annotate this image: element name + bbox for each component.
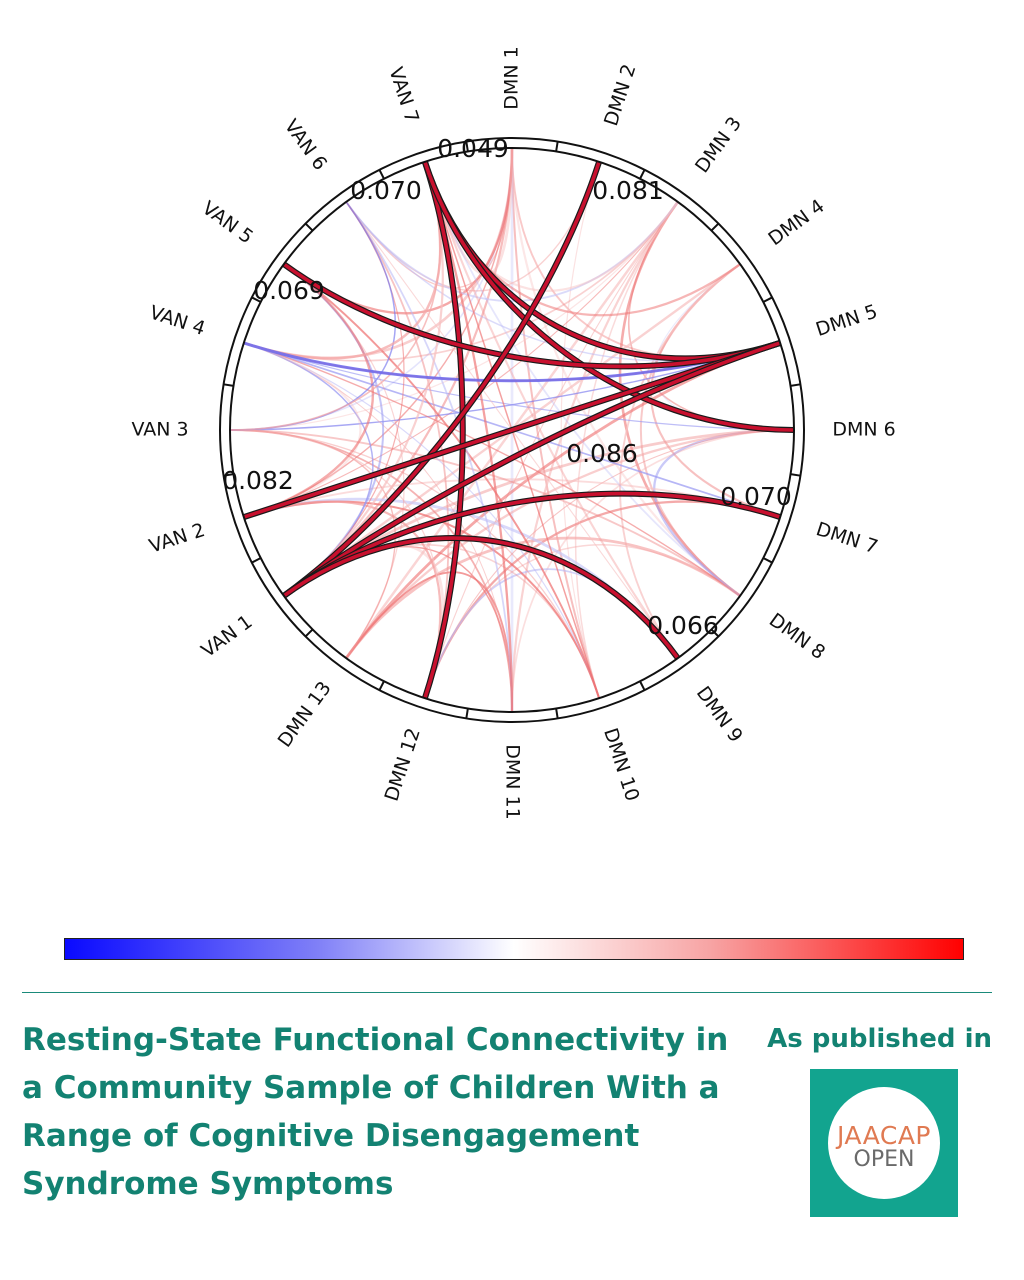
node-label-dmn-4: DMN 4 (764, 195, 828, 250)
node-label-dmn-1: DMN 1 (501, 46, 523, 109)
jaacap-open-logo: JAACAP OPEN (810, 1069, 958, 1217)
ring-tick (378, 680, 385, 691)
node-label-dmn-12: DMN 12 (381, 725, 425, 804)
background-edge (243, 342, 741, 597)
ring-tick (223, 473, 234, 477)
background-edge (283, 263, 601, 699)
article-title: Resting-State Functional Connectivity in… (22, 1022, 729, 1202)
node-label-dmn-2: DMN 2 (600, 62, 641, 129)
background-edge (511, 147, 601, 699)
background-edges (229, 147, 795, 713)
published-in-label: As published in (767, 1024, 992, 1054)
logo-circle: JAACAP OPEN (828, 1087, 940, 1199)
node-label-dmn-5: DMN 5 (813, 300, 880, 341)
ring-tick (304, 628, 314, 638)
node-label-dmn-3: DMN 3 (691, 113, 746, 177)
ring-tick (378, 169, 385, 180)
background-edge (283, 263, 781, 368)
ring-tick (465, 141, 469, 152)
ring-tick (790, 473, 801, 477)
background-edge (243, 342, 795, 431)
node-label-van-1: VAN 1 (197, 611, 256, 662)
ring-tick (762, 557, 773, 564)
background-edge (229, 429, 396, 659)
logo-text-bottom: OPEN (853, 1147, 915, 1172)
highlighted-edge-van-1-dmn-5 (282, 341, 781, 598)
node-label-van-2: VAN 2 (147, 519, 208, 558)
value-annotation: 0.086 (566, 439, 638, 468)
ring-tick (304, 222, 314, 232)
ring-tick (639, 169, 646, 180)
node-label-van-4: VAN 4 (147, 301, 208, 340)
background-edge (423, 161, 679, 659)
ring-tick (251, 296, 262, 303)
value-annotation: 0.066 (647, 611, 719, 640)
background-edge (229, 429, 741, 597)
value-annotations: 0.049 0.070 0.081 0.069 0.082 0.086 0.070 0.066 (222, 134, 792, 640)
value-annotation: 0.082 (222, 466, 294, 495)
node-ring (219, 137, 805, 723)
background-edge (345, 571, 513, 713)
node-label-dmn-6: DMN 6 (832, 419, 895, 441)
node-label-van-7: VAN 7 (384, 65, 423, 126)
node-label-dmn-7: DMN 7 (813, 518, 880, 559)
background-edge (345, 536, 741, 659)
logo-text-top: JAACAP (836, 1121, 932, 1150)
background-edge (283, 543, 445, 699)
background-edge (243, 263, 374, 519)
background-edge (511, 429, 795, 713)
ring-tick (710, 222, 720, 232)
node-label-van-6: VAN 6 (280, 115, 331, 174)
connectivity-chord-diagram: DMN 1 DMN 2 DMN 3 DMN 4 DMN 5 DMN 6 DMN 7 DMN 8… (131, 46, 895, 819)
node-label-dmn-9: DMN 9 (692, 682, 747, 746)
highlighted-edges (242, 160, 795, 700)
ring-tick (710, 628, 720, 638)
node-label-dmn-8: DMN 8 (765, 609, 829, 664)
ring-tick (790, 383, 801, 387)
background-edge (243, 500, 601, 699)
highlighted-edge-outline (282, 261, 782, 370)
value-annotation: 0.049 (437, 134, 509, 163)
divider (22, 992, 992, 993)
ring-tick (639, 680, 646, 691)
background-edge (243, 342, 600, 699)
background-edge (229, 201, 679, 431)
highlighted-edge-van-7-dmn-6 (423, 161, 795, 432)
node-label-dmn-10: DMN 10 (599, 725, 643, 804)
highlighted-edge-van-1-dmn-9 (282, 536, 680, 660)
highlighted-edge-dmn-2-van-1 (282, 161, 601, 598)
background-edge (639, 263, 741, 597)
highlighted-edge-van-7-dmn-12 (423, 161, 465, 699)
inner-ring (229, 147, 795, 713)
background-edge (619, 263, 741, 659)
node-label-van-3: VAN 3 (131, 419, 188, 441)
highlighted-edge-van-5-dmn-5 (282, 262, 781, 369)
node-label-dmn-11: DMN 11 (502, 744, 524, 819)
ring-tick (762, 296, 773, 303)
ring-tick (555, 141, 559, 152)
value-annotation: 0.070 (720, 482, 792, 511)
ring-tick (555, 708, 559, 719)
value-annotation: 0.070 (350, 176, 422, 205)
node-label-van-5: VAN 5 (198, 197, 257, 248)
value-annotation: 0.081 (592, 176, 664, 205)
background-edge (424, 201, 679, 699)
node-label-dmn-13: DMN 13 (274, 677, 336, 751)
ring-tick (251, 557, 262, 564)
value-annotation: 0.069 (253, 276, 325, 305)
colorbar (64, 938, 964, 960)
ring-tick (223, 383, 234, 387)
outer-ring (219, 137, 805, 723)
ring-tick (465, 708, 469, 719)
